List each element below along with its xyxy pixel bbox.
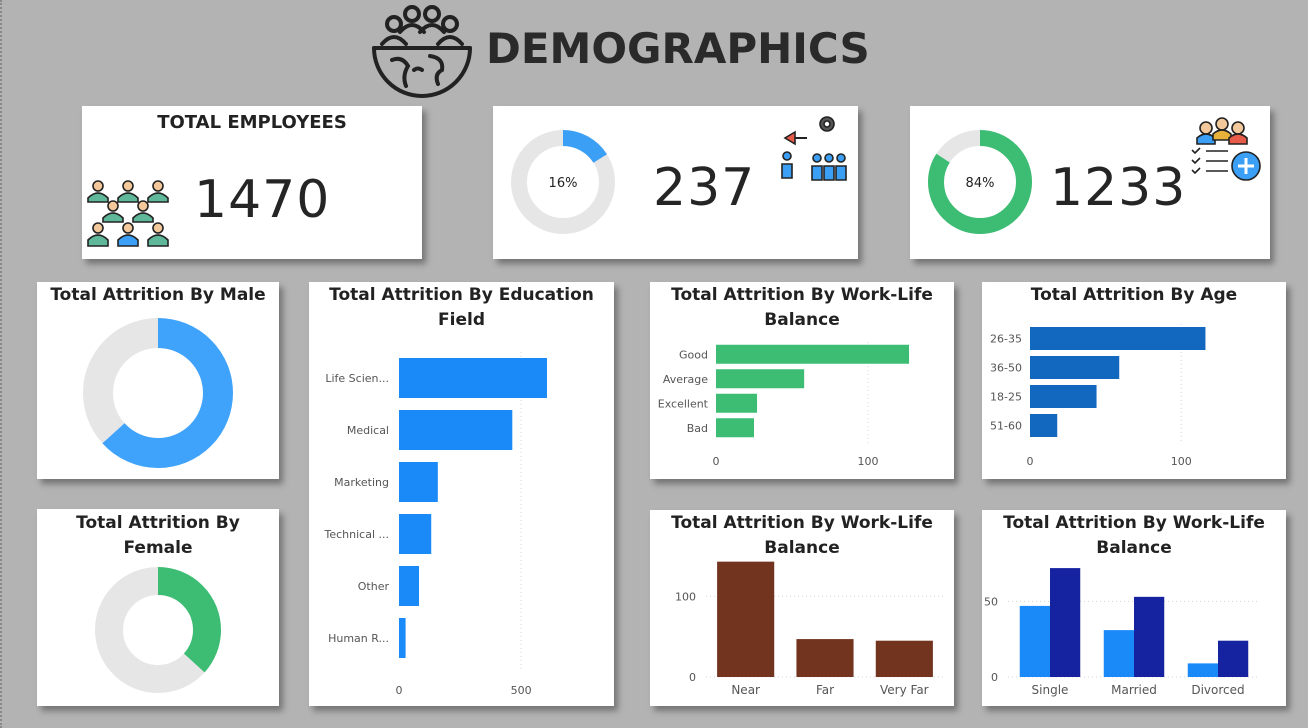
age-bar[interactable] xyxy=(1030,356,1120,379)
marital-chart-title: Total Attrition By Work-Life Balance xyxy=(1003,513,1265,558)
retained-card: 84% 1233 xyxy=(910,106,1270,259)
distance-bar[interactable] xyxy=(796,639,854,677)
people-group-icon xyxy=(87,180,169,247)
age-chart-title: Total Attrition By Age xyxy=(1030,285,1238,305)
total-employees-card: TOTAL EMPLOYEES 1470 xyxy=(82,106,422,259)
worklife-category-label: Bad xyxy=(687,422,708,435)
team-add-icon xyxy=(1191,117,1261,181)
marital-bar[interactable] xyxy=(1050,568,1081,677)
marital-bar[interactable] xyxy=(1103,630,1134,677)
worklife-bar[interactable] xyxy=(716,369,805,389)
education-chart-title: Total Attrition By Education Field xyxy=(329,285,594,330)
male-chart-title: Total Attrition By Male xyxy=(50,285,266,305)
retained-percent-label: 84% xyxy=(966,176,995,191)
marital-tick-label: 0 xyxy=(991,671,998,684)
distance-category-label: Very Far xyxy=(880,683,929,697)
worklife-tick-label: 100 xyxy=(858,455,879,468)
female-slice-1[interactable] xyxy=(95,567,221,693)
education-bar[interactable] xyxy=(399,410,513,450)
distance-category-label: Near xyxy=(731,683,760,697)
distance-attrition-column-chart: 0 100 Near Far Very Far xyxy=(675,561,944,697)
female-attrition-card: Total Attrition By Female xyxy=(37,509,279,706)
female-chart-title: Total Attrition By Female xyxy=(76,513,240,558)
distance-tick-label: 0 xyxy=(689,671,696,684)
attrition-percent-donut: 16% xyxy=(511,130,615,234)
education-category-label: Technical ... xyxy=(324,528,390,541)
attrition-value: 237 xyxy=(653,158,756,218)
distance-chart-title: Total Attrition By Work-Life Balance xyxy=(671,513,933,558)
education-tick-label: 500 xyxy=(511,684,532,697)
education-bar[interactable] xyxy=(399,514,432,554)
attrition-percent-arc xyxy=(511,130,615,234)
education-bar[interactable] xyxy=(399,618,406,658)
education-bar[interactable] xyxy=(399,462,438,502)
education-attrition-card: Total Attrition By Education Field 0 500 L… xyxy=(309,282,614,706)
age-bar[interactable] xyxy=(1030,414,1058,437)
age-tick-label: 0 xyxy=(1027,455,1034,468)
age-bar[interactable] xyxy=(1030,327,1206,350)
retained-percent-donut: 84% xyxy=(928,130,1032,234)
age-attrition-bar-chart: 0 100 26-35 36-50 18-25 51-60 xyxy=(990,324,1206,468)
age-attrition-card: Total Attrition By Age 0 100 26-35 36-50 18-… xyxy=(982,282,1286,479)
total-employees-value: 1470 xyxy=(194,170,331,230)
age-bar[interactable] xyxy=(1030,385,1097,408)
education-category-label: Human R... xyxy=(328,632,389,645)
marital-bar[interactable] xyxy=(1134,596,1165,677)
distance-tick-label: 100 xyxy=(675,590,696,603)
male-attrition-donut xyxy=(83,318,233,468)
worklife-category-label: Average xyxy=(663,373,708,386)
worklife-category-label: Excellent xyxy=(658,397,709,410)
worklife-bar[interactable] xyxy=(716,393,758,413)
age-category-label: 26-35 xyxy=(990,333,1022,346)
education-category-label: Medical xyxy=(347,424,389,437)
education-category-label: Other xyxy=(358,580,390,593)
worklife-category-label: Good xyxy=(679,348,708,361)
people-globe-icon xyxy=(372,5,472,98)
distance-category-label: Far xyxy=(816,683,834,697)
worklife-attrition-card: Total Attrition By Work-Life Balance 0 10… xyxy=(650,282,954,479)
marital-bar[interactable] xyxy=(1187,663,1218,677)
marital-bar[interactable] xyxy=(1019,605,1050,677)
worklife-attrition-bar-chart: 0 100 Good Average Excellent Bad xyxy=(658,342,910,468)
education-category-label: Life Scien... xyxy=(325,372,389,385)
marital-tick-label: 50 xyxy=(984,595,998,608)
male-slice-1[interactable] xyxy=(83,318,233,468)
distance-bar[interactable] xyxy=(717,561,775,677)
education-category-label: Marketing xyxy=(334,476,389,489)
marital-attrition-column-chart: 0 50 Single Married Divorced xyxy=(984,568,1260,697)
education-tick-label: 0 xyxy=(396,684,403,697)
age-category-label: 36-50 xyxy=(990,362,1022,375)
marital-category-label: Married xyxy=(1111,683,1157,697)
attrition-percent-label: 16% xyxy=(549,176,578,191)
attrition-card: 16% 237 xyxy=(493,106,858,259)
male-attrition-card: Total Attrition By Male xyxy=(37,282,279,479)
age-category-label: 18-25 xyxy=(990,391,1022,404)
employee-leaving-icon xyxy=(781,116,847,181)
education-bar[interactable] xyxy=(399,566,420,606)
distance-attrition-card: Total Attrition By Work-Life Balance 0 10… xyxy=(650,510,954,706)
worklife-tick-label: 0 xyxy=(713,455,720,468)
retained-value: 1233 xyxy=(1050,158,1187,218)
retained-percent-arc xyxy=(928,130,1032,234)
education-bar[interactable] xyxy=(399,358,547,398)
marital-category-label: Divorced xyxy=(1191,683,1244,697)
page-title: DEMOGRAPHICS xyxy=(486,24,870,73)
age-category-label: 51-60 xyxy=(990,420,1022,433)
marital-bar[interactable] xyxy=(1218,640,1249,677)
education-attrition-bar-chart: 0 500 Life Scien... Medical Marketing Technic… xyxy=(324,352,547,697)
female-attrition-donut xyxy=(95,567,221,693)
total-employees-label: TOTAL EMPLOYEES xyxy=(157,112,347,133)
worklife-bar[interactable] xyxy=(716,418,754,438)
worklife-chart-title: Total Attrition By Work-Life Balance xyxy=(671,285,933,330)
age-tick-label: 100 xyxy=(1171,455,1192,468)
worklife-bar[interactable] xyxy=(716,344,910,364)
marital-attrition-card: Total Attrition By Work-Life Balance 0 50… xyxy=(982,510,1286,706)
marital-category-label: Single xyxy=(1032,683,1069,697)
distance-bar[interactable] xyxy=(875,640,933,677)
